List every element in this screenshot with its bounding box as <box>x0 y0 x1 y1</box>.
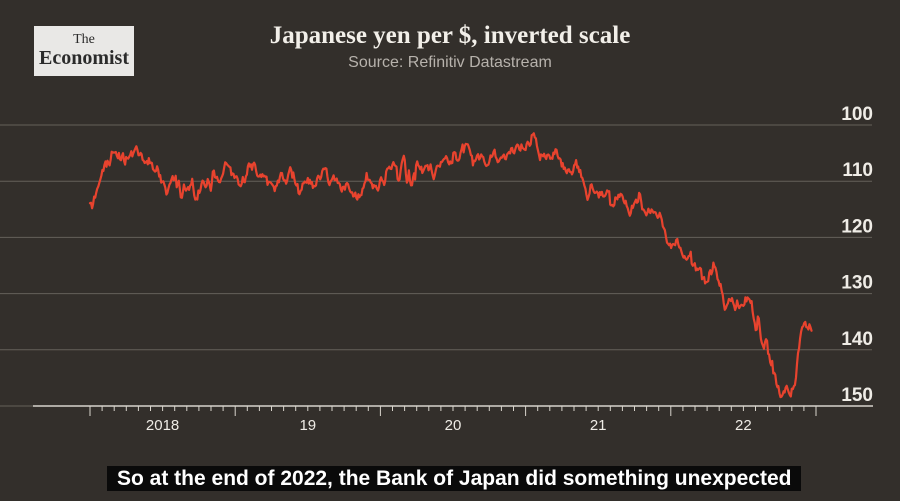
svg-text:20: 20 <box>445 417 462 434</box>
svg-text:21: 21 <box>590 417 607 434</box>
svg-text:130: 130 <box>841 273 873 294</box>
svg-text:100: 100 <box>841 104 873 125</box>
svg-text:19: 19 <box>299 417 316 434</box>
svg-text:110: 110 <box>842 160 873 181</box>
svg-text:120: 120 <box>841 216 873 237</box>
svg-text:140: 140 <box>841 329 873 350</box>
svg-text:150: 150 <box>841 385 873 406</box>
svg-text:2018: 2018 <box>146 417 179 434</box>
svg-text:22: 22 <box>735 417 752 434</box>
